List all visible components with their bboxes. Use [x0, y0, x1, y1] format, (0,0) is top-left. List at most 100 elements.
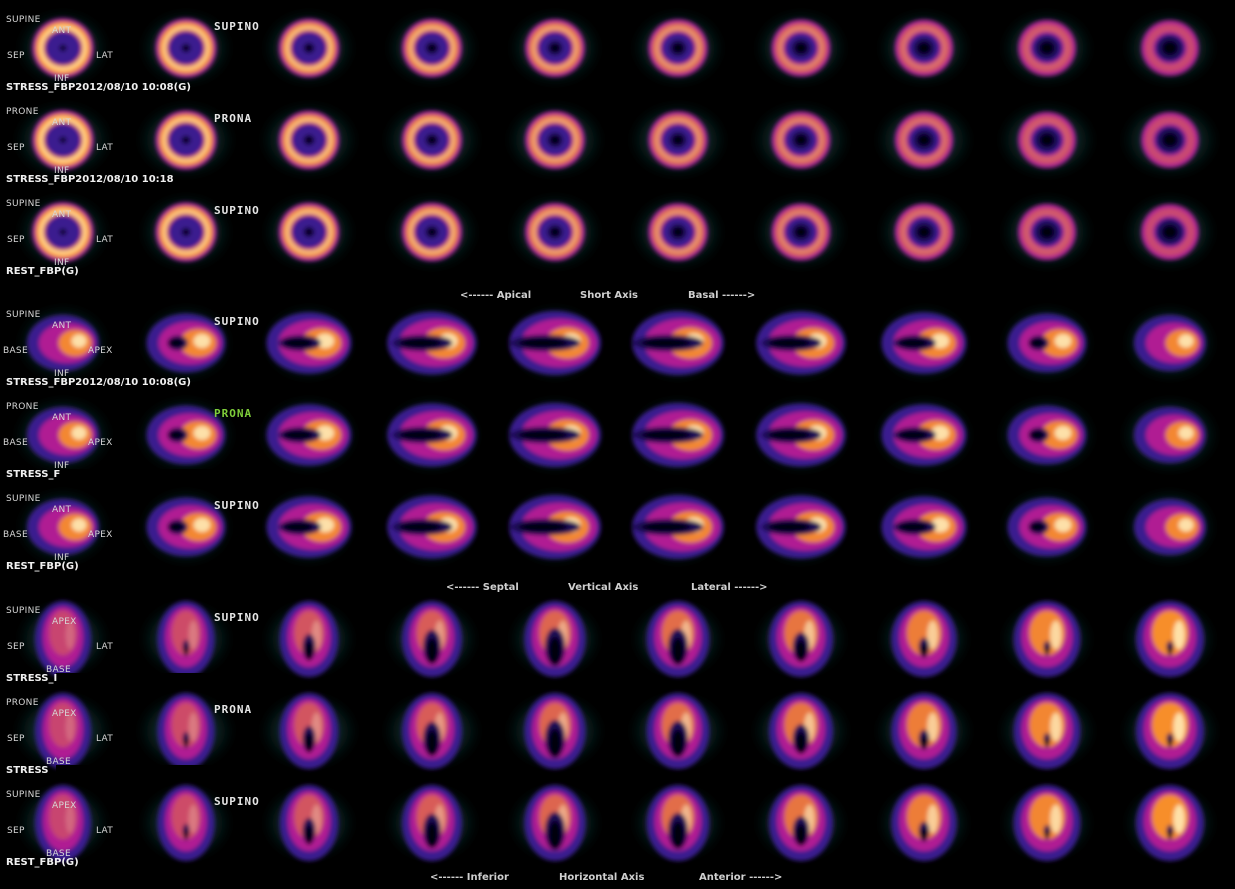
orientation-top-label: ANT — [52, 26, 72, 36]
axis-caption-end: Basal ------> — [688, 290, 756, 301]
slice-image — [1126, 196, 1214, 268]
slice-image — [1003, 307, 1091, 379]
slice-image — [265, 12, 353, 84]
orientation-right-label: APEX — [88, 530, 113, 540]
slice-frame — [372, 390, 495, 480]
orientation-left-label: SEP — [7, 734, 25, 744]
orientation-left-label: BASE — [3, 346, 28, 356]
slice-image — [262, 399, 356, 471]
orientation-top-label: ANT — [52, 413, 72, 423]
orientation-right-label: LAT — [96, 642, 114, 652]
slice-frame — [618, 95, 741, 185]
slice-frame — [126, 95, 249, 185]
slice-image — [511, 601, 599, 677]
orientation-bottom-label: INF — [54, 258, 70, 268]
orientation-top-label: ANT — [52, 321, 72, 331]
orientation-left-label: BASE — [3, 530, 28, 540]
slice-image — [387, 307, 477, 379]
slice-frame — [618, 778, 741, 868]
slice-frame — [741, 778, 864, 868]
slice-frame — [372, 95, 495, 185]
slice-frame — [126, 187, 249, 277]
orientation-left-label: SEP — [7, 143, 25, 153]
slice-frame — [249, 3, 372, 93]
orientation-right-label: LAT — [96, 826, 114, 836]
slice-frame — [126, 686, 249, 776]
slice-frame — [249, 482, 372, 572]
slice-frame — [126, 594, 249, 684]
slice-image — [142, 196, 230, 268]
series-label: STRESS_FBP2012/08/10 10:08(G) — [6, 82, 191, 93]
slice-image — [265, 196, 353, 268]
slice-image — [511, 12, 599, 84]
redaction-bar — [56, 765, 222, 777]
axis-caption-start: <------ Inferior — [430, 872, 509, 883]
slice-image — [385, 399, 479, 471]
position-overlay-label: SUPINO — [214, 611, 260, 624]
slice-frame — [249, 686, 372, 776]
position-overlay-label: SUPINO — [214, 315, 260, 328]
slice-frame — [495, 594, 618, 684]
orientation-top-label: ANT — [52, 210, 72, 220]
slice-frame — [372, 778, 495, 868]
slice-image — [385, 693, 479, 769]
slice-image — [880, 491, 968, 563]
slice-image — [19, 785, 107, 861]
slice-image — [508, 399, 602, 471]
position-label: SUPINE — [6, 310, 41, 320]
slice-image — [142, 491, 230, 563]
slice-frame — [249, 95, 372, 185]
slice-image — [1000, 104, 1094, 176]
slice-image — [509, 307, 601, 379]
slice-image — [756, 491, 846, 563]
series-label: REST_FBP(G) — [6, 266, 79, 277]
slice-image — [139, 399, 233, 471]
slice-frame — [618, 390, 741, 480]
slice-frame — [495, 3, 618, 93]
slice-image — [262, 693, 356, 769]
position-overlay-label: PRONA — [214, 703, 253, 716]
orientation-right-label: LAT — [96, 235, 114, 245]
orientation-top-label: ANT — [52, 505, 72, 515]
slice-image — [511, 196, 599, 268]
slice-image — [387, 491, 477, 563]
slice-image — [139, 693, 233, 769]
slice-image — [265, 307, 353, 379]
slice-frame — [864, 95, 987, 185]
orientation-left-label: BASE — [3, 438, 28, 448]
slice-frame — [741, 95, 864, 185]
slice-frame — [249, 778, 372, 868]
slice-frame — [126, 3, 249, 93]
slice-frame — [987, 594, 1110, 684]
slice-frame — [1110, 594, 1233, 684]
slice-image — [19, 491, 107, 563]
slice-image — [142, 12, 230, 84]
slice-frame — [987, 778, 1110, 868]
slice-frame — [126, 482, 249, 572]
slice-image — [880, 196, 968, 268]
position-overlay-label: SUPINO — [214, 20, 260, 33]
slice-image — [19, 601, 107, 677]
slice-frame — [249, 187, 372, 277]
series-label: STRESS — [6, 765, 49, 776]
slice-image — [19, 196, 107, 268]
slice-frame — [864, 686, 987, 776]
slice-frame — [3, 95, 126, 185]
slice-frame — [864, 482, 987, 572]
slice-image — [1003, 491, 1091, 563]
orientation-bottom-label: INF — [54, 553, 70, 563]
slice-image — [1000, 693, 1094, 769]
orientation-right-label: LAT — [96, 734, 114, 744]
slice-image — [19, 12, 107, 84]
orientation-bottom-label: INF — [54, 166, 70, 176]
slice-image — [388, 601, 476, 677]
slice-image — [634, 196, 722, 268]
slice-image — [265, 601, 353, 677]
slice-frame — [741, 686, 864, 776]
position-label: SUPINE — [6, 15, 41, 25]
slice-image — [877, 104, 971, 176]
slice-frame — [1110, 778, 1233, 868]
slice-frame — [987, 95, 1110, 185]
slice-image — [19, 307, 107, 379]
slice-image — [139, 104, 233, 176]
